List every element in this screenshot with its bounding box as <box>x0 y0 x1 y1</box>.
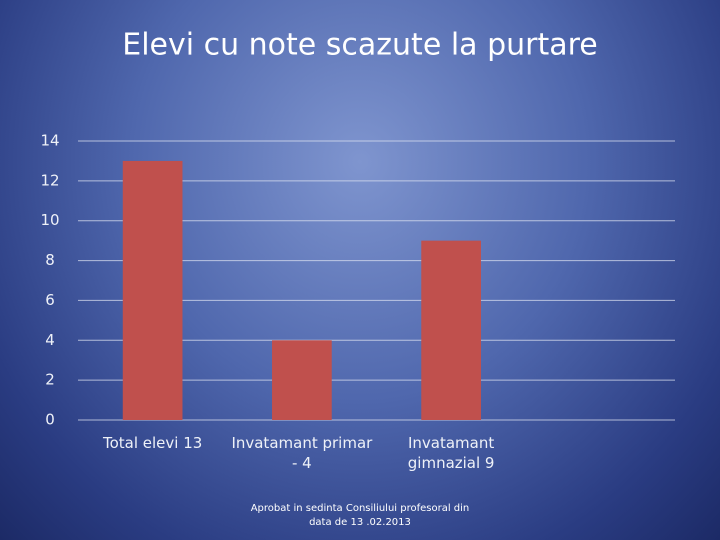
bar <box>122 160 183 420</box>
y-tick-label: 2 <box>45 371 55 389</box>
bar <box>272 340 332 420</box>
x-tick-label: Invatamant primar - 4 <box>231 434 373 472</box>
y-tick-label: 8 <box>45 251 55 269</box>
y-tick-label: 12 <box>40 171 59 189</box>
x-tick-label: Total elevi 13 <box>102 434 203 452</box>
y-tick-label: 10 <box>40 211 59 229</box>
chart-title: Elevi cu note scazute la purtare <box>122 28 598 63</box>
x-tick-label: Invatamant gimnazial 9 <box>407 434 495 472</box>
y-tick-label: 14 <box>40 132 59 150</box>
footer-note: Aprobat in sedinta Consiliului profesora… <box>250 503 470 528</box>
y-tick-label: 0 <box>45 411 55 429</box>
y-tick-label: 4 <box>45 331 55 349</box>
bar <box>421 240 481 420</box>
y-tick-label: 6 <box>45 291 55 309</box>
